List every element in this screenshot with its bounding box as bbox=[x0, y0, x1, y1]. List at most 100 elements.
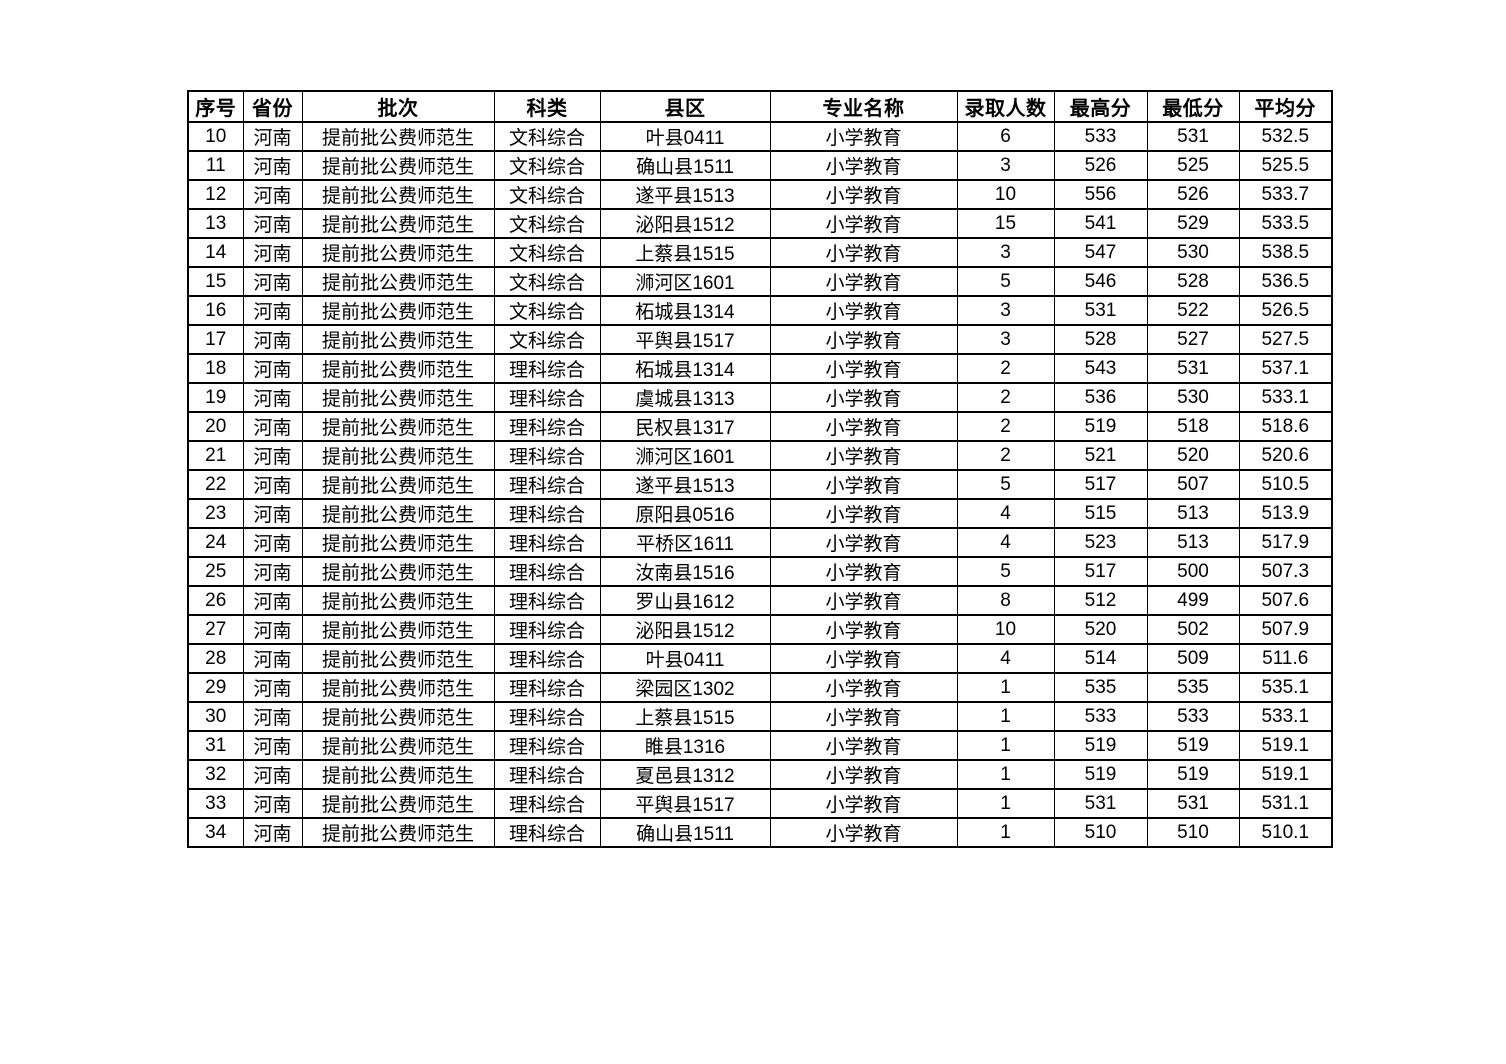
cell-admitted: 2 bbox=[956, 382, 1055, 413]
cell-batch: 提前批公费师范生 bbox=[301, 759, 495, 790]
cell-county: 泌阳县1512 bbox=[599, 208, 771, 239]
cell-max-score: 523 bbox=[1053, 527, 1148, 558]
cell-serial: 13 bbox=[187, 208, 244, 239]
cell-min-score: 513 bbox=[1146, 527, 1240, 558]
cell-serial: 10 bbox=[187, 121, 244, 152]
cell-county: 夏邑县1312 bbox=[599, 759, 771, 790]
cell-max-score: 519 bbox=[1053, 759, 1148, 790]
cell-admitted: 8 bbox=[956, 585, 1055, 616]
cell-province: 河南 bbox=[242, 556, 303, 587]
table-row: 32 河南 提前批公费师范生 理科综合 夏邑县1312 小学教育 1 519 5… bbox=[187, 759, 1333, 790]
cell-min-score: 513 bbox=[1146, 498, 1240, 529]
cell-province: 河南 bbox=[242, 324, 303, 355]
cell-avg-score: 510.1 bbox=[1238, 817, 1333, 848]
cell-subject: 理科综合 bbox=[493, 730, 601, 761]
table-row: 21 河南 提前批公费师范生 理科综合 浉河区1601 小学教育 2 521 5… bbox=[187, 440, 1333, 471]
cell-major: 小学教育 bbox=[769, 353, 958, 384]
table-row: 17 河南 提前批公费师范生 文科综合 平舆县1517 小学教育 3 528 5… bbox=[187, 324, 1333, 355]
cell-serial: 14 bbox=[187, 237, 244, 268]
cell-batch: 提前批公费师范生 bbox=[301, 179, 495, 210]
cell-major: 小学教育 bbox=[769, 208, 958, 239]
cell-serial: 15 bbox=[187, 266, 244, 297]
cell-major: 小学教育 bbox=[769, 295, 958, 326]
cell-county: 平桥区1611 bbox=[599, 527, 771, 558]
cell-avg-score: 532.5 bbox=[1238, 121, 1333, 152]
cell-subject: 理科综合 bbox=[493, 411, 601, 442]
cell-subject: 文科综合 bbox=[493, 121, 601, 152]
cell-major: 小学教育 bbox=[769, 121, 958, 152]
cell-admitted: 2 bbox=[956, 353, 1055, 384]
cell-min-score: 510 bbox=[1146, 817, 1240, 848]
cell-serial: 30 bbox=[187, 701, 244, 732]
cell-major: 小学教育 bbox=[769, 440, 958, 471]
cell-avg-score: 517.9 bbox=[1238, 527, 1333, 558]
cell-major: 小学教育 bbox=[769, 527, 958, 558]
cell-county: 确山县1511 bbox=[599, 817, 771, 848]
cell-admitted: 15 bbox=[956, 208, 1055, 239]
cell-province: 河南 bbox=[242, 440, 303, 471]
cell-major: 小学教育 bbox=[769, 585, 958, 616]
cell-county: 睢县1316 bbox=[599, 730, 771, 761]
cell-serial: 17 bbox=[187, 324, 244, 355]
cell-province: 河南 bbox=[242, 121, 303, 152]
cell-province: 河南 bbox=[242, 353, 303, 384]
cell-serial: 26 bbox=[187, 585, 244, 616]
cell-county: 叶县0411 bbox=[599, 121, 771, 152]
table-row: 27 河南 提前批公费师范生 理科综合 泌阳县1512 小学教育 10 520 … bbox=[187, 614, 1333, 645]
cell-province: 河南 bbox=[242, 614, 303, 645]
column-header-major: 专业名称 bbox=[769, 90, 958, 123]
cell-province: 河南 bbox=[242, 411, 303, 442]
header-row: 序号 省份 批次 科类 县区 专业名称 录取人数 最高分 最低分 平均分 bbox=[187, 90, 1333, 123]
cell-min-score: 499 bbox=[1146, 585, 1240, 616]
cell-batch: 提前批公费师范生 bbox=[301, 498, 495, 529]
cell-min-score: 502 bbox=[1146, 614, 1240, 645]
cell-max-score: 526 bbox=[1053, 150, 1148, 181]
cell-major: 小学教育 bbox=[769, 817, 958, 848]
cell-county: 确山县1511 bbox=[599, 150, 771, 181]
cell-serial: 22 bbox=[187, 469, 244, 500]
cell-major: 小学教育 bbox=[769, 643, 958, 674]
cell-min-score: 507 bbox=[1146, 469, 1240, 500]
cell-admitted: 10 bbox=[956, 614, 1055, 645]
cell-province: 河南 bbox=[242, 759, 303, 790]
cell-subject: 理科综合 bbox=[493, 701, 601, 732]
cell-min-score: 533 bbox=[1146, 701, 1240, 732]
cell-subject: 理科综合 bbox=[493, 527, 601, 558]
table-body: 10 河南 提前批公费师范生 文科综合 叶县0411 小学教育 6 533 53… bbox=[187, 121, 1333, 848]
cell-avg-score: 518.6 bbox=[1238, 411, 1333, 442]
cell-avg-score: 535.1 bbox=[1238, 672, 1333, 703]
table-row: 22 河南 提前批公费师范生 理科综合 遂平县1513 小学教育 5 517 5… bbox=[187, 469, 1333, 500]
cell-subject: 文科综合 bbox=[493, 295, 601, 326]
cell-province: 河南 bbox=[242, 295, 303, 326]
cell-major: 小学教育 bbox=[769, 730, 958, 761]
cell-avg-score: 533.1 bbox=[1238, 382, 1333, 413]
cell-subject: 文科综合 bbox=[493, 179, 601, 210]
cell-admitted: 3 bbox=[956, 150, 1055, 181]
cell-min-score: 509 bbox=[1146, 643, 1240, 674]
cell-subject: 理科综合 bbox=[493, 788, 601, 819]
cell-batch: 提前批公费师范生 bbox=[301, 614, 495, 645]
column-header-subject: 科类 bbox=[493, 90, 601, 123]
table-row: 11 河南 提前批公费师范生 文科综合 确山县1511 小学教育 3 526 5… bbox=[187, 150, 1333, 181]
cell-serial: 25 bbox=[187, 556, 244, 587]
cell-county: 平舆县1517 bbox=[599, 788, 771, 819]
column-header-province: 省份 bbox=[242, 90, 303, 123]
cell-min-score: 529 bbox=[1146, 208, 1240, 239]
cell-subject: 理科综合 bbox=[493, 469, 601, 500]
table-row: 24 河南 提前批公费师范生 理科综合 平桥区1611 小学教育 4 523 5… bbox=[187, 527, 1333, 558]
cell-max-score: 541 bbox=[1053, 208, 1148, 239]
cell-batch: 提前批公费师范生 bbox=[301, 266, 495, 297]
cell-max-score: 521 bbox=[1053, 440, 1148, 471]
cell-county: 汝南县1516 bbox=[599, 556, 771, 587]
cell-subject: 理科综合 bbox=[493, 498, 601, 529]
column-header-serial: 序号 bbox=[187, 90, 244, 123]
cell-major: 小学教育 bbox=[769, 237, 958, 268]
cell-admitted: 3 bbox=[956, 295, 1055, 326]
cell-serial: 27 bbox=[187, 614, 244, 645]
cell-admitted: 4 bbox=[956, 643, 1055, 674]
cell-avg-score: 519.1 bbox=[1238, 730, 1333, 761]
cell-major: 小学教育 bbox=[769, 179, 958, 210]
cell-admitted: 4 bbox=[956, 527, 1055, 558]
cell-batch: 提前批公费师范生 bbox=[301, 237, 495, 268]
cell-subject: 文科综合 bbox=[493, 237, 601, 268]
